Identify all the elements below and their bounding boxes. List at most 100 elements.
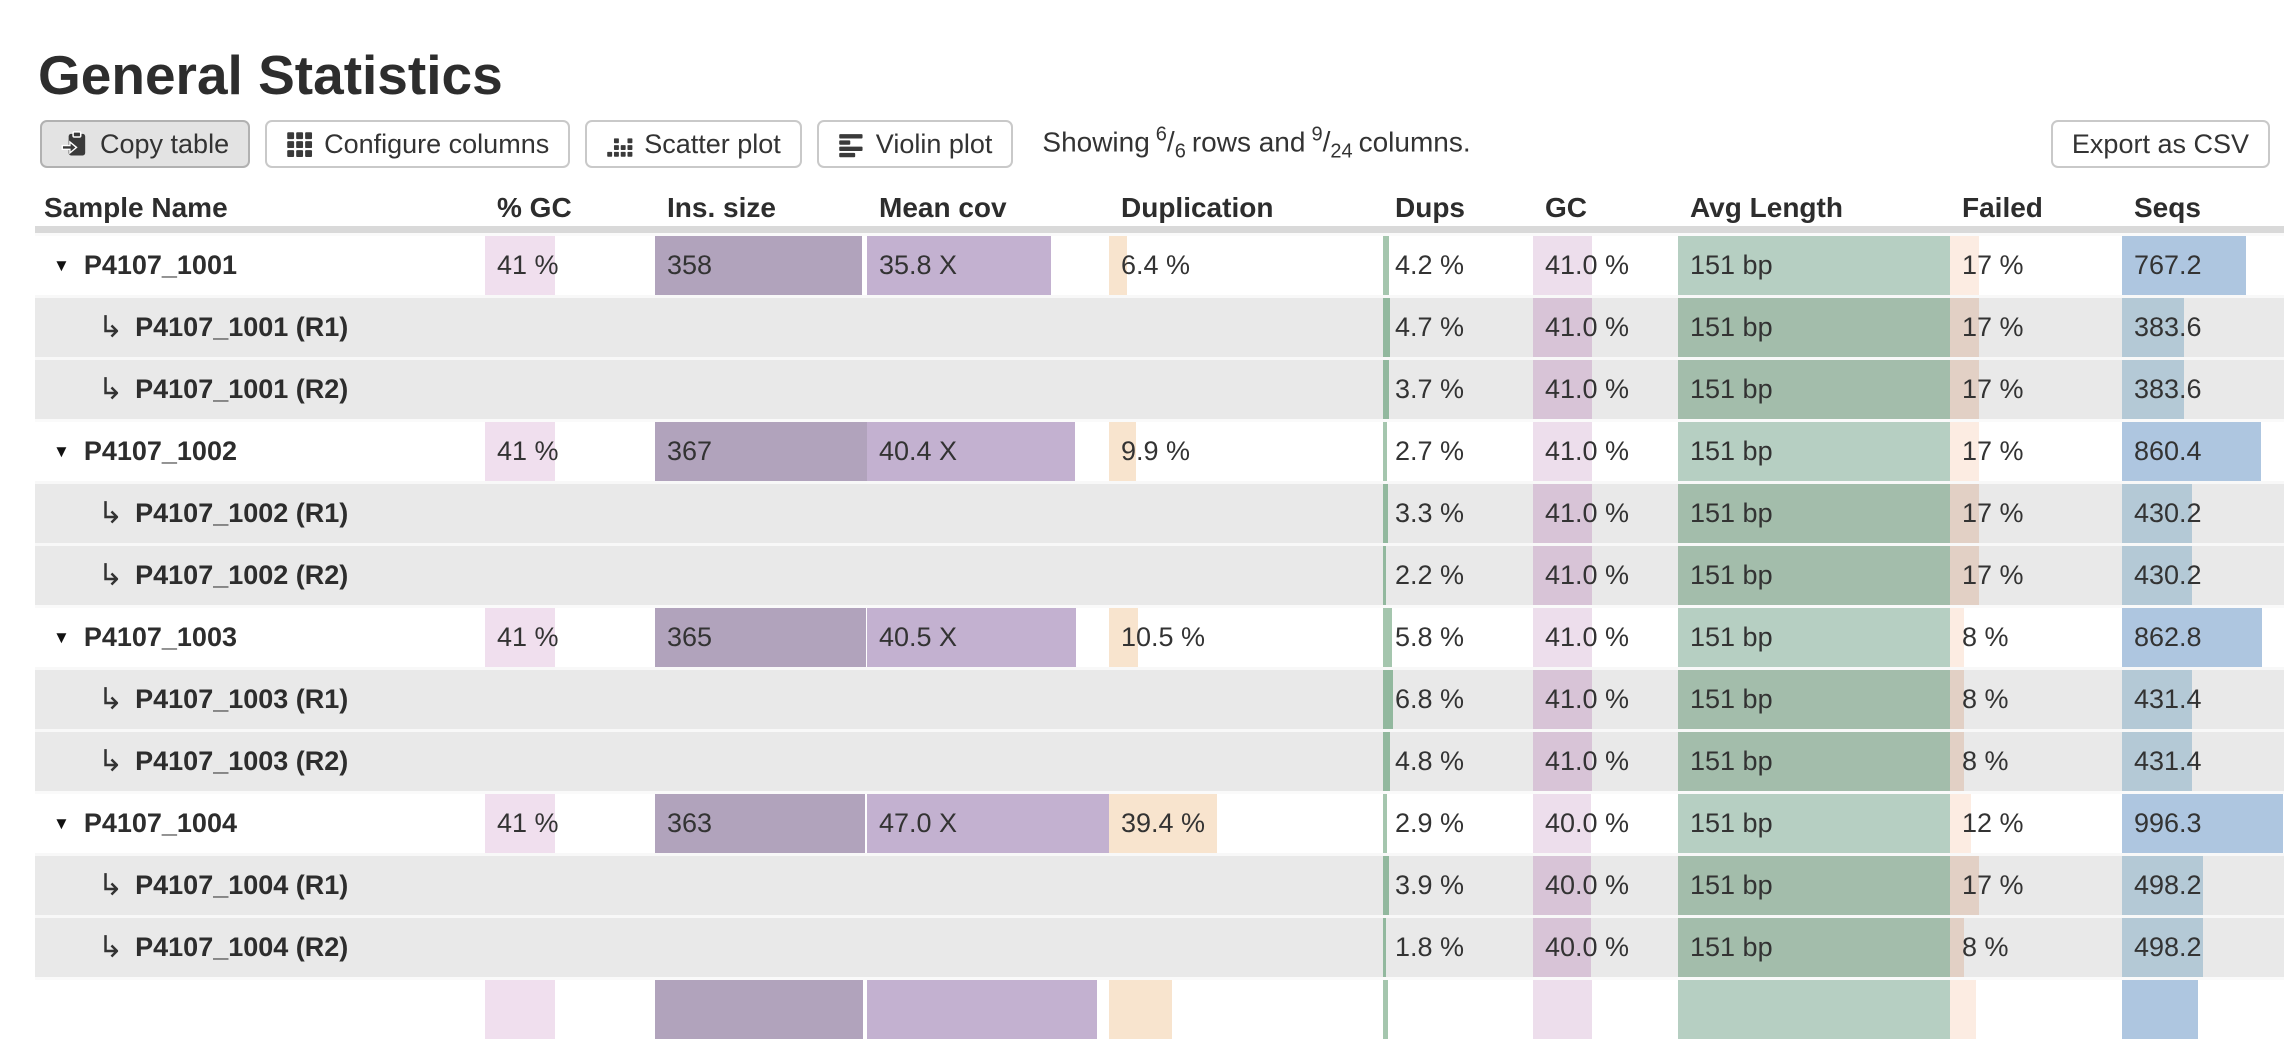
- dups-value: 4.2 %: [1395, 250, 1465, 280]
- row-expand-toggle-icon[interactable]: ▼: [53, 813, 70, 833]
- gc-cell: 41.0 %: [1533, 484, 1678, 543]
- dups-cell: 4.8 %: [1383, 732, 1533, 791]
- avg_length-value: 151 bp: [1690, 622, 1773, 652]
- pct_gc-bar: [485, 794, 555, 853]
- gc-bar: [1533, 236, 1593, 295]
- column-header-ins_size[interactable]: Ins. size: [667, 192, 776, 223]
- row-expand-toggle-icon[interactable]: ▼: [53, 627, 70, 647]
- row-expand-toggle-icon[interactable]: ▼: [53, 441, 70, 461]
- sample-name-cell[interactable]: ▼ P4107_1001: [35, 236, 485, 295]
- dups-cell: 3.3 %: [1383, 484, 1533, 543]
- dups-cell: [1383, 980, 1533, 1039]
- failed-cell: 17 %: [1950, 236, 2122, 295]
- table-body: ▼ P4107_1001 41 % 358 35.8 X 6.4 % 4.2 % 41.0 %…: [35, 233, 2284, 1039]
- failed-value: 17 %: [1962, 250, 2024, 280]
- pct_gc-value: 41 %: [497, 250, 559, 280]
- gc-cell: 41.0 %: [1533, 236, 1678, 295]
- page-title: General Statistics: [38, 43, 503, 106]
- column-header-mean_cov[interactable]: Mean cov: [879, 192, 1007, 223]
- column-header-avg_length[interactable]: Avg Length: [1690, 192, 1843, 223]
- avg_length-value: 151 bp: [1690, 746, 1773, 776]
- table-row: ↳ P4107_1003 (R1) 6.8 % 41.0 % 151 bp 8 % 431.…: [35, 667, 2284, 729]
- table-row: ↳ P4107_1004 (R2) 1.8 % 40.0 % 151 bp 8 % 498.…: [35, 915, 2284, 977]
- duplication-cell: [1109, 856, 1383, 915]
- dups-value: 3.7 %: [1395, 374, 1465, 404]
- dups-value: 2.9 %: [1395, 808, 1465, 838]
- mean_cov-bar: [867, 422, 1076, 481]
- mean_cov-bar: [867, 608, 1076, 667]
- dups-bar: [1383, 794, 1388, 853]
- avg_length-bar: [1678, 670, 1950, 729]
- pct_gc-cell: [485, 298, 655, 357]
- failed-bar: [1950, 298, 1980, 357]
- failed-bar: [1950, 546, 1980, 605]
- failed-value: 8 %: [1962, 622, 2009, 652]
- gc-cell: 41.0 %: [1533, 298, 1678, 357]
- seqs-value: 383.6: [2134, 312, 2202, 342]
- ins_size-cell: [655, 360, 867, 419]
- sample-name-cell[interactable]: ▼ P4107_1004: [35, 794, 485, 853]
- table-row: ↳ P4107_1004 (R1) 3.9 % 40.0 % 151 bp 17 % 498…: [35, 853, 2284, 915]
- mean_cov-value: 35.8 X: [879, 250, 958, 280]
- failed-bar: [1950, 856, 1980, 915]
- configure-columns-button[interactable]: Configure columns: [265, 120, 571, 168]
- avg_length-cell: 151 bp: [1678, 422, 1950, 481]
- sample-name-cell: ↳ P4107_1004 (R1): [35, 856, 485, 915]
- sample-name-cell[interactable]: ▼ P4107_1003: [35, 608, 485, 667]
- sample-name-cell[interactable]: ▼ P4107_1002: [35, 422, 485, 481]
- subrow-arrow-icon: ↳: [98, 744, 124, 778]
- scatter-plot-button[interactable]: Scatter plot: [585, 120, 802, 168]
- avg_length-cell: 151 bp: [1678, 298, 1950, 357]
- table-row: ↳ P4107_1001 (R1) 4.7 % 41.0 % 151 bp 17 % 383…: [35, 295, 2284, 357]
- subrow-arrow-icon: ↳: [98, 930, 124, 964]
- gc-bar: [1533, 484, 1593, 543]
- column-header-dups[interactable]: Dups: [1395, 192, 1465, 223]
- column-header-failed[interactable]: Failed: [1962, 192, 2043, 223]
- sample-name-cell[interactable]: [35, 980, 485, 1039]
- seqs-cell: 996.3: [2122, 794, 2284, 853]
- mean_cov-cell: 40.4 X: [867, 422, 1109, 481]
- copy-table-button[interactable]: Copy table: [40, 120, 251, 168]
- gc-value: 41.0 %: [1545, 250, 1630, 280]
- seqs-bar: [2122, 484, 2192, 543]
- ins_size-value: 363: [667, 808, 713, 838]
- rows-total: 6: [1174, 140, 1186, 163]
- avg_length-cell: 151 bp: [1678, 360, 1950, 419]
- ins_size-bar: [655, 980, 863, 1039]
- failed-value: 17 %: [1962, 312, 2024, 342]
- failed-value: 8 %: [1962, 684, 2009, 714]
- gc-cell: 40.0 %: [1533, 918, 1678, 977]
- failed-bar: [1950, 670, 1964, 729]
- violin-plot-button[interactable]: Violin plot: [816, 120, 1014, 168]
- seqs-cell: 498.2: [2122, 856, 2284, 915]
- row-expand-toggle-icon[interactable]: ▼: [53, 255, 70, 275]
- dups-value: 4.7 %: [1395, 312, 1465, 342]
- sample-name-cell: ↳ P4107_1003 (R1): [35, 670, 485, 729]
- seqs-cell: 431.4: [2122, 670, 2284, 729]
- seqs-value: 767.2: [2134, 250, 2202, 280]
- seqs-value: 431.4: [2134, 684, 2202, 714]
- avg_length-bar: [1678, 794, 1950, 853]
- failed-cell: 17 %: [1950, 856, 2122, 915]
- seqs-value: 860.4: [2134, 436, 2202, 466]
- avg_length-bar: [1678, 546, 1950, 605]
- sample-name: P4107_1003 (R1): [135, 684, 349, 714]
- column-header-seqs[interactable]: Seqs: [2134, 192, 2201, 223]
- pct_gc-cell: [485, 546, 655, 605]
- pct_gc-cell: [485, 360, 655, 419]
- avg_length-cell: 151 bp: [1678, 670, 1950, 729]
- gc-value: 41.0 %: [1545, 684, 1630, 714]
- dups-cell: 1.8 %: [1383, 918, 1533, 977]
- column-header-sample-name[interactable]: Sample Name: [44, 192, 228, 223]
- column-header-pct_gc[interactable]: % GC: [497, 192, 572, 223]
- pct_gc-bar: [485, 980, 555, 1039]
- column-header-gc[interactable]: GC: [1545, 192, 1587, 223]
- seqs-bar: [2122, 546, 2192, 605]
- mean_cov-value: 40.4 X: [879, 436, 958, 466]
- failed-bar: [1950, 422, 1980, 481]
- column-header-duplication[interactable]: Duplication: [1121, 192, 1274, 223]
- gc-value: 41.0 %: [1545, 498, 1630, 528]
- avg_length-value: 151 bp: [1690, 374, 1773, 404]
- failed-cell: 12 %: [1950, 794, 2122, 853]
- export-csv-button[interactable]: Export as CSV: [2050, 120, 2270, 168]
